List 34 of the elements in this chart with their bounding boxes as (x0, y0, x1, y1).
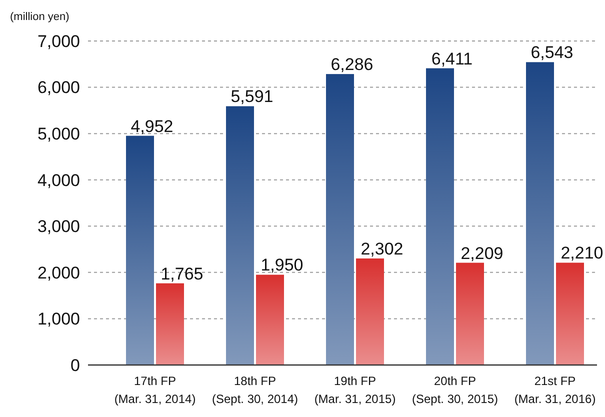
y-tick-label: 6,000 (37, 78, 80, 98)
y-tick-label: 1,000 (37, 310, 80, 329)
x-tick-label: 21st FP (Mar. 31, 2016) (514, 374, 596, 406)
data-label: 1,950 (260, 256, 304, 275)
data-label: 1,765 (160, 264, 204, 284)
x-tick-label: 17th FP (Mar. 31, 2014) (114, 374, 196, 406)
bar (356, 258, 384, 365)
y-tick-label: 4,000 (37, 170, 80, 190)
y-tick-label: 0 (70, 356, 80, 375)
bar (226, 106, 254, 365)
x-tick-label: 20th FP (Sept. 30, 2015) (412, 374, 498, 406)
bar (256, 274, 284, 365)
bar (526, 62, 554, 365)
data-label: 4,952 (130, 116, 174, 136)
bar (556, 262, 584, 365)
data-label: 6,411 (431, 49, 473, 68)
y-tick-label: 3,000 (37, 217, 80, 236)
x-tick-label: 19th FP (Mar. 31, 2015) (314, 374, 396, 406)
bar (426, 68, 454, 365)
bar (456, 262, 484, 365)
bar (156, 283, 184, 365)
y-axis-title: (million yen) (10, 11, 70, 23)
data-label: 2,210 (560, 244, 604, 263)
data-label: 2,302 (360, 239, 404, 258)
data-label: 6,286 (330, 55, 374, 74)
y-tick-label: 7,000 (37, 32, 80, 51)
y-tick-label: 2,000 (37, 263, 80, 282)
bar (126, 136, 154, 365)
bar (326, 74, 354, 365)
data-label: 2,209 (460, 244, 504, 263)
data-label: 5,591 (230, 87, 274, 106)
x-tick-label: 18th FP (Sept. 30, 2014) (212, 374, 298, 406)
data-label: 6,543 (530, 43, 574, 62)
y-tick-label: 5,000 (37, 124, 80, 144)
